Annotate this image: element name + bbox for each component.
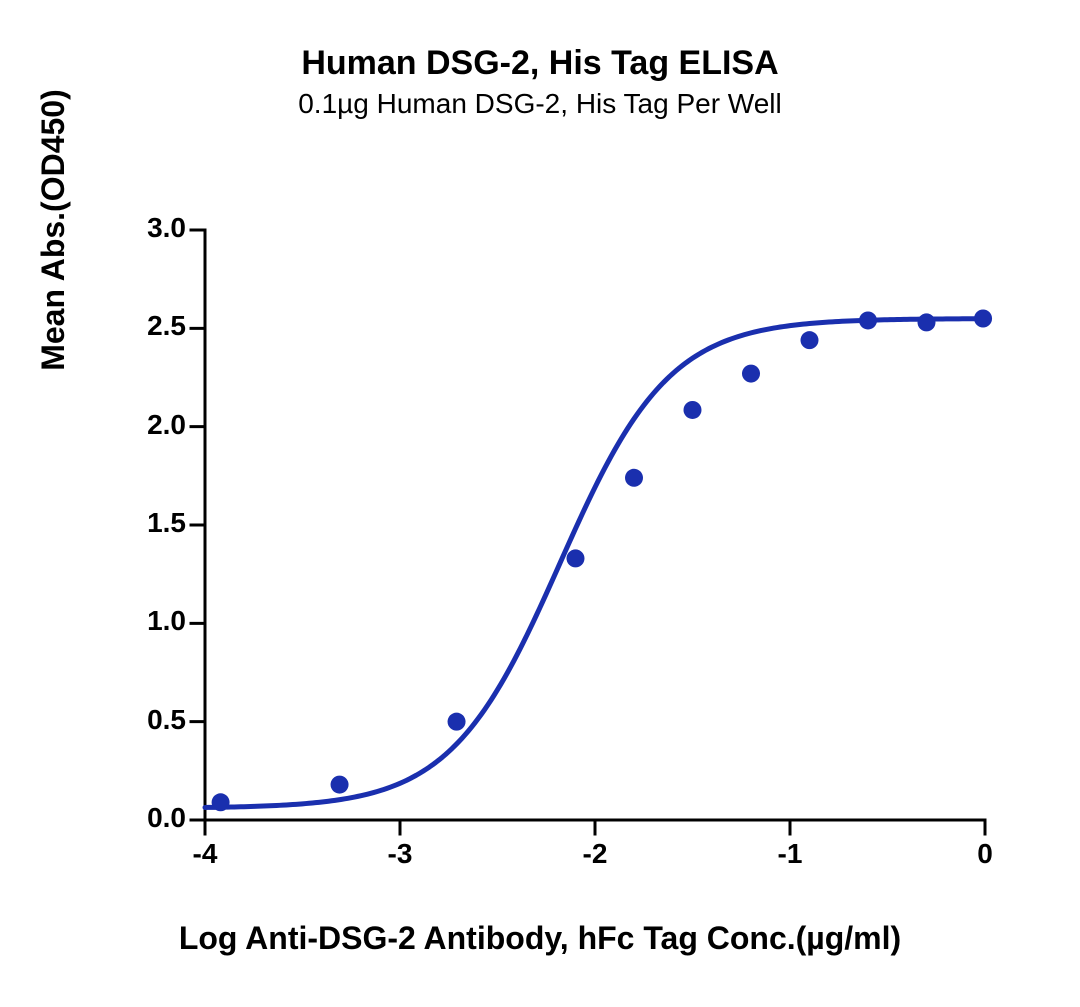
data-point bbox=[448, 713, 466, 731]
y-tick-label: 2.0 bbox=[116, 409, 186, 441]
y-tick-label: 1.0 bbox=[116, 605, 186, 637]
plot-svg bbox=[0, 0, 1080, 1007]
data-point bbox=[742, 365, 760, 383]
data-point bbox=[331, 776, 349, 794]
x-tick-label: -2 bbox=[555, 838, 635, 870]
fitted-curve bbox=[205, 319, 985, 808]
data-point bbox=[567, 549, 585, 567]
chart-container: Human DSG-2, His Tag ELISA 0.1µg Human D… bbox=[0, 0, 1080, 1007]
data-point bbox=[801, 331, 819, 349]
y-tick-label: 3.0 bbox=[116, 212, 186, 244]
y-tick-label: 2.5 bbox=[116, 310, 186, 342]
x-axis-label: Log Anti-DSG-2 Antibody, hFc Tag Conc.(µ… bbox=[0, 920, 1080, 957]
y-axis-label: Mean Abs.(OD450) bbox=[35, 0, 72, 525]
y-tick-label: 1.5 bbox=[116, 507, 186, 539]
data-point bbox=[212, 793, 230, 811]
data-point bbox=[918, 313, 936, 331]
data-point bbox=[625, 469, 643, 487]
x-tick-label: 0 bbox=[945, 838, 1025, 870]
x-tick-label: -3 bbox=[360, 838, 440, 870]
data-point bbox=[974, 310, 992, 328]
x-tick-label: -4 bbox=[165, 838, 245, 870]
x-tick-label: -1 bbox=[750, 838, 830, 870]
data-point bbox=[859, 311, 877, 329]
data-point bbox=[684, 401, 702, 419]
y-tick-label: 0.5 bbox=[116, 704, 186, 736]
y-tick-label: 0.0 bbox=[116, 802, 186, 834]
